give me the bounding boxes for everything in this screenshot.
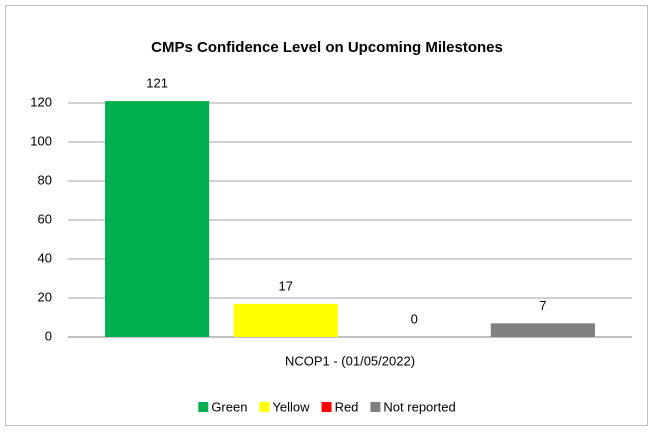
legend-swatch [259,402,270,412]
x-tick-label: NCOP1 - (01/05/2022) [285,353,415,368]
y-tick-label: 100 [30,133,52,148]
legend-label: Green [211,399,247,414]
legend-swatch [198,402,209,412]
data-label: 121 [146,75,168,90]
bar [233,303,338,337]
data-label: 7 [539,298,546,313]
y-tick-label: 80 [38,172,52,187]
y-tick-label: 60 [38,211,52,226]
legend-swatch [370,402,381,412]
legend-label: Yellow [272,399,310,414]
legend-label: Red [335,399,359,414]
y-tick-label: 0 [45,328,52,343]
chart-title: CMPs Confidence Level on Upcoming Milest… [151,39,503,56]
bar [490,323,595,337]
bar [105,101,210,337]
y-tick-label: 40 [38,250,52,265]
y-tick-label: 20 [38,289,52,304]
data-label: 0 [411,311,418,326]
y-tick-label: 120 [30,94,52,109]
data-label: 17 [278,278,292,293]
legend-label: Not reported [383,399,455,414]
legend-swatch [321,402,332,412]
